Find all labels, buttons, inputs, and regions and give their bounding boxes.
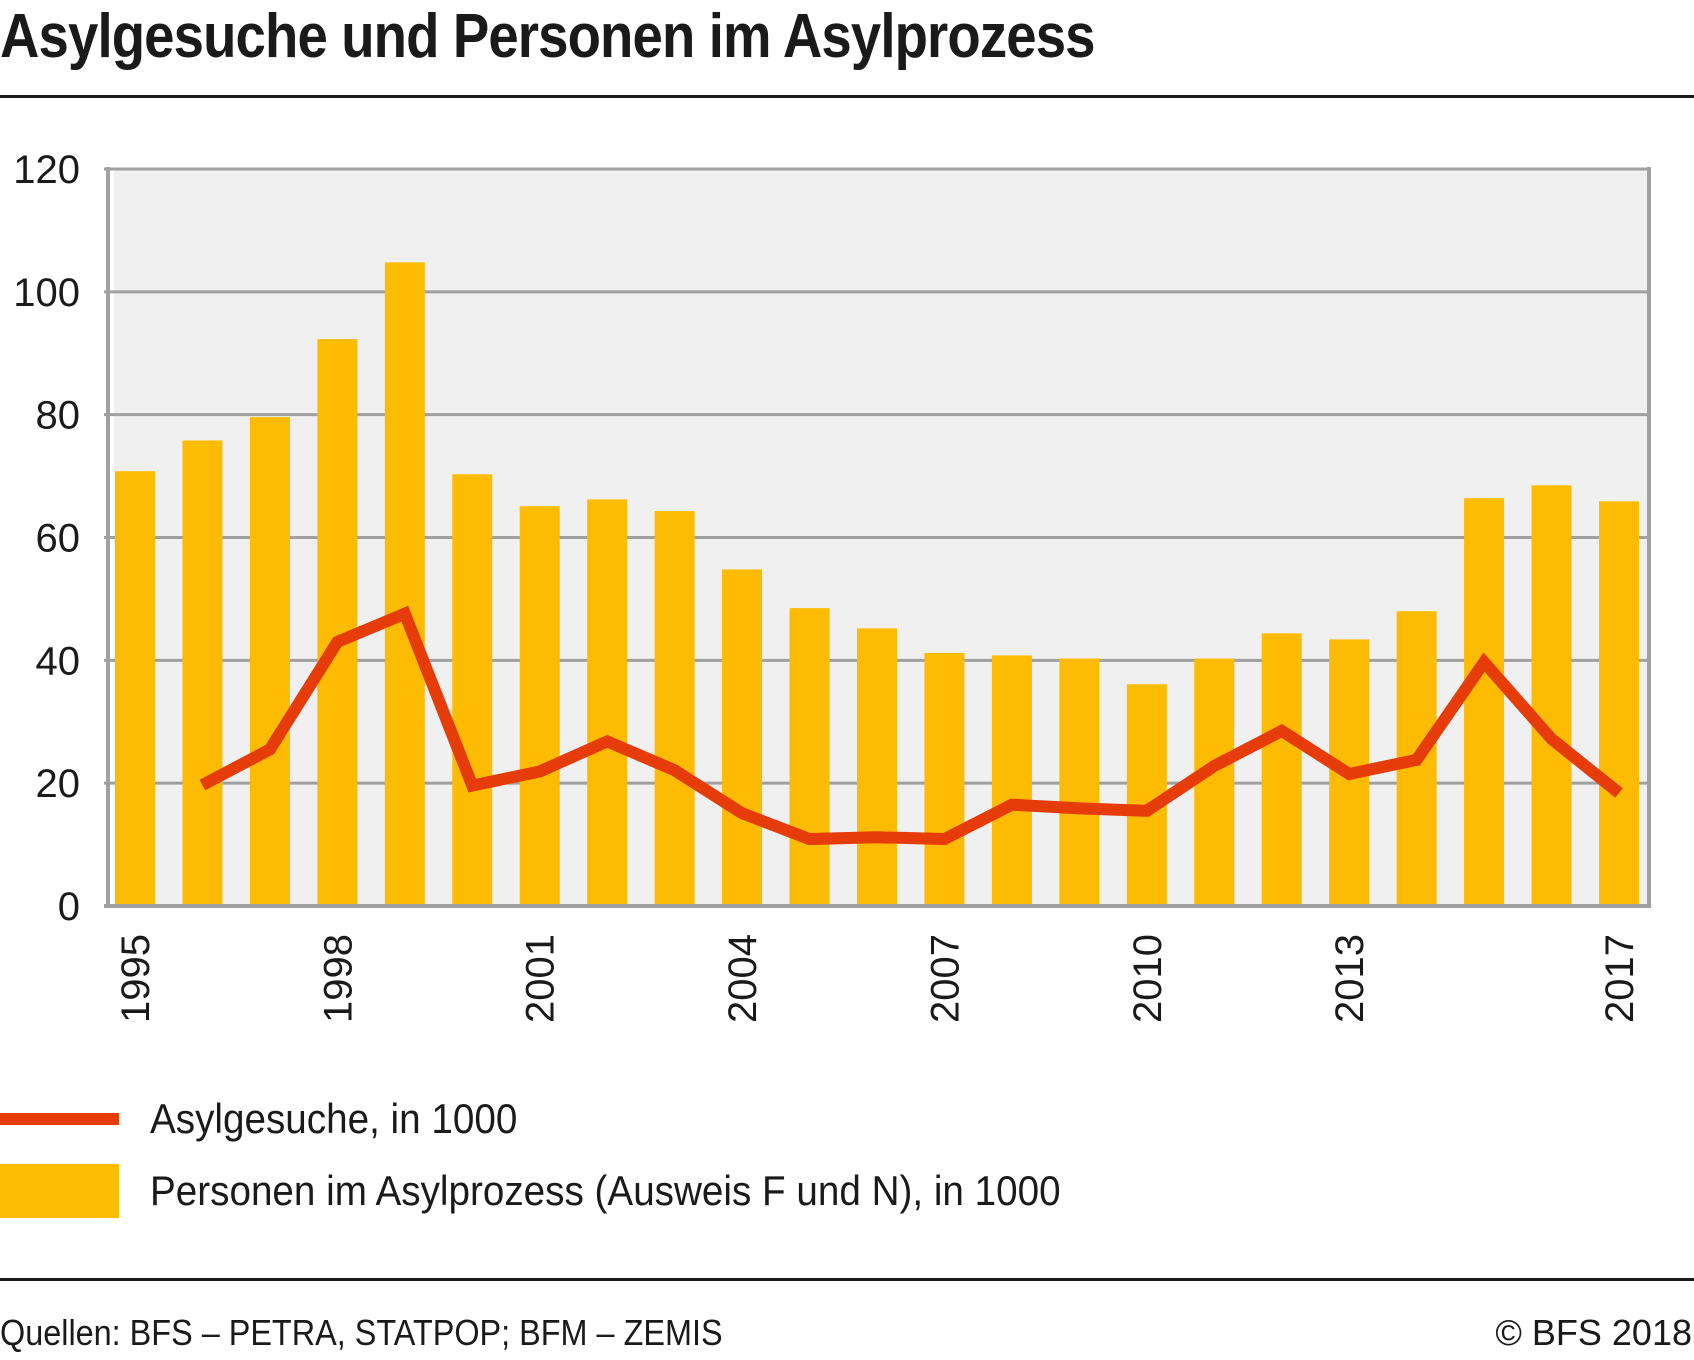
line-point-2005 <box>809 838 811 840</box>
line-point-2011 <box>1213 765 1215 767</box>
line-point-2006 <box>876 836 878 838</box>
legend-line-swatch <box>0 1113 119 1125</box>
line-point-2001 <box>539 770 541 772</box>
y-tick-label-0: 0 <box>58 885 80 929</box>
line-point-2009 <box>1078 807 1080 809</box>
x-tick-label-2013: 2013 <box>1328 934 1372 1023</box>
legend-bar-swatch <box>0 1164 119 1218</box>
line-point-2003 <box>674 769 676 771</box>
line-point-1996 <box>201 784 203 786</box>
legend-label-personen: Personen im Asylprozess (Ausweis F und N… <box>150 1167 1061 1214</box>
bar-1995 <box>115 471 155 906</box>
line-point-2013 <box>1348 773 1350 775</box>
line-point-1999 <box>404 613 406 615</box>
bar-1998 <box>317 339 358 906</box>
bar-2015 <box>1464 498 1505 906</box>
x-tick-label-2010: 2010 <box>1126 934 1170 1023</box>
bar-1999 <box>384 262 425 906</box>
bar-2016 <box>1531 485 1572 906</box>
line-point-2017 <box>1618 792 1620 794</box>
line-point-2008 <box>1011 804 1013 806</box>
source-note: Quellen: BFS – PETRA, STATPOP; BFM – ZEM… <box>0 1312 723 1353</box>
x-tick-label-2017: 2017 <box>1598 934 1642 1023</box>
y-tick-label-60: 60 <box>36 517 81 561</box>
bar-2008 <box>991 655 1032 906</box>
bar-2017 <box>1599 501 1639 906</box>
line-point-2016 <box>1551 738 1553 740</box>
x-tick-label-1998: 1998 <box>316 934 360 1023</box>
bar-2002 <box>587 499 628 906</box>
line-point-2000 <box>471 785 473 787</box>
y-tick-label-40: 40 <box>36 639 81 683</box>
bar-2012 <box>1261 633 1302 906</box>
line-point-2012 <box>1281 730 1283 732</box>
x-tick-label-1995: 1995 <box>114 934 158 1023</box>
legend-label-asylgesuche: Asylgesuche, in 1000 <box>150 1095 518 1142</box>
copyright-note: © BFS 2018 <box>1495 1312 1692 1353</box>
bar-2009 <box>1059 658 1100 906</box>
y-tick-label-20: 20 <box>36 762 81 806</box>
x-tick-label-2004: 2004 <box>721 934 765 1023</box>
bar-2005 <box>789 608 830 906</box>
bar-2000 <box>452 474 493 906</box>
bar-2011 <box>1194 658 1235 906</box>
line-point-1998 <box>336 641 338 643</box>
line-asylgesuche <box>199 605 1623 846</box>
legend-item-asylgesuche: Asylgesuche, in 1000 <box>0 1092 517 1146</box>
x-tick-label-2001: 2001 <box>519 934 563 1023</box>
line-point-2014 <box>1416 759 1418 761</box>
bar-2003 <box>654 511 695 906</box>
line-point-2002 <box>606 740 608 742</box>
legend-item-personen: Personen im Asylprozess (Ausweis F und N… <box>0 1164 1061 1218</box>
bar-2006 <box>857 628 897 906</box>
bar-1996 <box>182 440 223 906</box>
bar-2004 <box>722 569 763 906</box>
line-point-1997 <box>269 748 271 750</box>
line-point-2007 <box>943 838 945 840</box>
bar-2001 <box>519 506 560 906</box>
y-tick-label-120: 120 <box>13 148 80 192</box>
chart-title: Asylgesuche und Personen im Asylprozess <box>0 2 1096 71</box>
x-tick-label-2007: 2007 <box>923 934 967 1023</box>
y-tick-label-80: 80 <box>36 394 81 438</box>
top-divider <box>0 95 1694 98</box>
line-point-2010 <box>1146 810 1148 812</box>
bar-2007 <box>924 652 965 906</box>
y-tick-label-100: 100 <box>13 271 80 315</box>
bottom-divider <box>0 1278 1694 1281</box>
bar-1997 <box>249 417 290 906</box>
line-point-2015 <box>1483 661 1485 663</box>
line-point-2004 <box>741 812 743 814</box>
chart: 0 20 40 60 80 100 120 1995 1998 2001 2004 2007 2010… <box>13 148 1651 1023</box>
